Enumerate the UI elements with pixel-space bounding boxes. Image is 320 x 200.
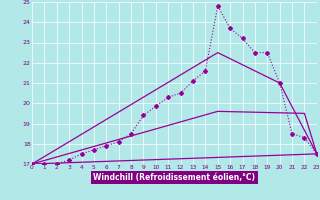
X-axis label: Windchill (Refroidissement éolien,°C): Windchill (Refroidissement éolien,°C)	[93, 173, 255, 182]
